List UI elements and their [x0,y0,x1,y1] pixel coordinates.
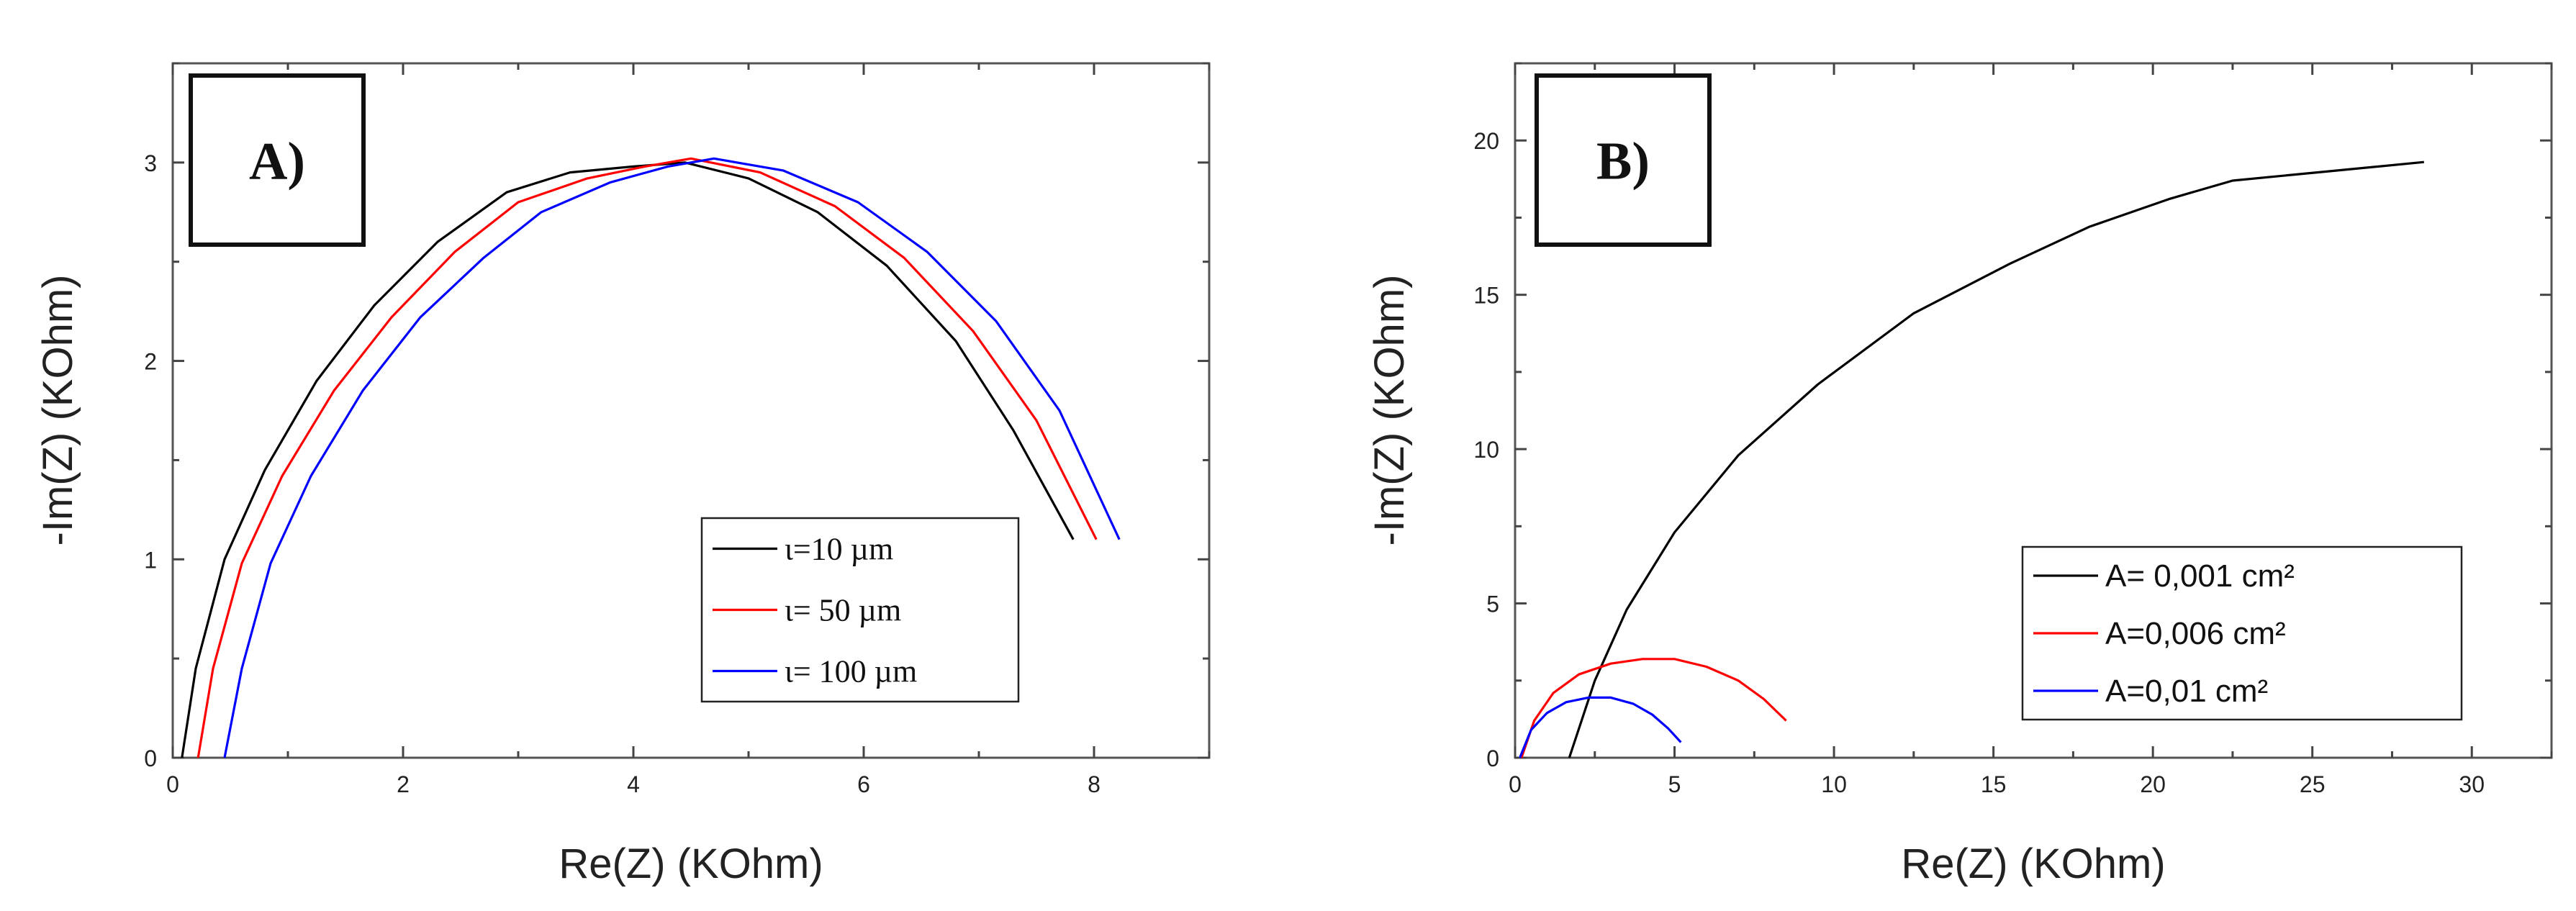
y-tick-label: 15 [1473,283,1499,309]
series-line-3 [223,157,1121,758]
x-axis-title: Re(Z) (KOhm) [1901,840,2165,887]
panel-label: B) [1596,132,1650,191]
y-tick-label: 0 [1486,745,1499,771]
series-line-2 [1520,658,1787,758]
y-tick-label: 2 [144,349,157,375]
series-line-3 [1519,696,1682,758]
x-tick-label: 8 [1088,771,1101,797]
x-tick-label: 15 [1981,771,2007,797]
x-tick-label: 5 [1668,771,1681,797]
legend-label: ι= 100 µm [785,654,917,689]
y-tick-label: 3 [144,150,157,176]
y-tick-label: 10 [1473,437,1499,463]
x-tick-label: 2 [397,771,410,797]
series-line-2 [196,157,1098,758]
x-tick-label: 20 [2140,771,2166,797]
x-axis-title: Re(Z) (KOhm) [559,840,823,887]
y-tick-label: 20 [1473,128,1499,154]
x-tick-label: 30 [2459,771,2485,797]
legend-label: ι= 50 µm [785,593,901,628]
x-tick-label: 4 [627,771,640,797]
panel-label-box [189,73,366,247]
legend-label: A=0,01 cm² [2105,674,2268,709]
x-tick-label: 0 [1509,771,1522,797]
y-axis-title: -Im(Z) (KOhm) [1366,275,1413,546]
series-line-1 [1568,160,2424,758]
panel-b: 0 5 10 15 20 25 30 0 5 10 15 20 Re(Z) (KOhm) -Im(Z) (… [1366,62,2553,887]
x-tick-label: 0 [166,771,179,797]
x-tick-label: 6 [857,771,870,797]
legend-label: ι=10 µm [785,532,893,567]
y-axis-title: -Im(Z) (KOhm) [35,275,81,546]
y-tick-label: 0 [144,745,157,771]
series-line-1 [181,161,1075,758]
panel-label: A) [249,132,305,191]
panel-label-box [1535,73,1712,247]
x-tick-label: 25 [2300,771,2326,797]
plot-frame [171,62,1211,759]
plot-frame [1514,62,2553,759]
x-tick-label: 10 [1821,771,1847,797]
y-tick-label: 1 [144,547,157,573]
y-tick-label: 5 [1486,592,1499,617]
legend-label: A=0,006 cm² [2105,616,2286,651]
panel-a: 0 2 4 6 8 0 1 2 3 Re(Z) (KOhm) -Im(Z) (KOhm) A) ι=10… [35,62,1211,887]
legend-label: A= 0,001 cm² [2105,558,2295,594]
